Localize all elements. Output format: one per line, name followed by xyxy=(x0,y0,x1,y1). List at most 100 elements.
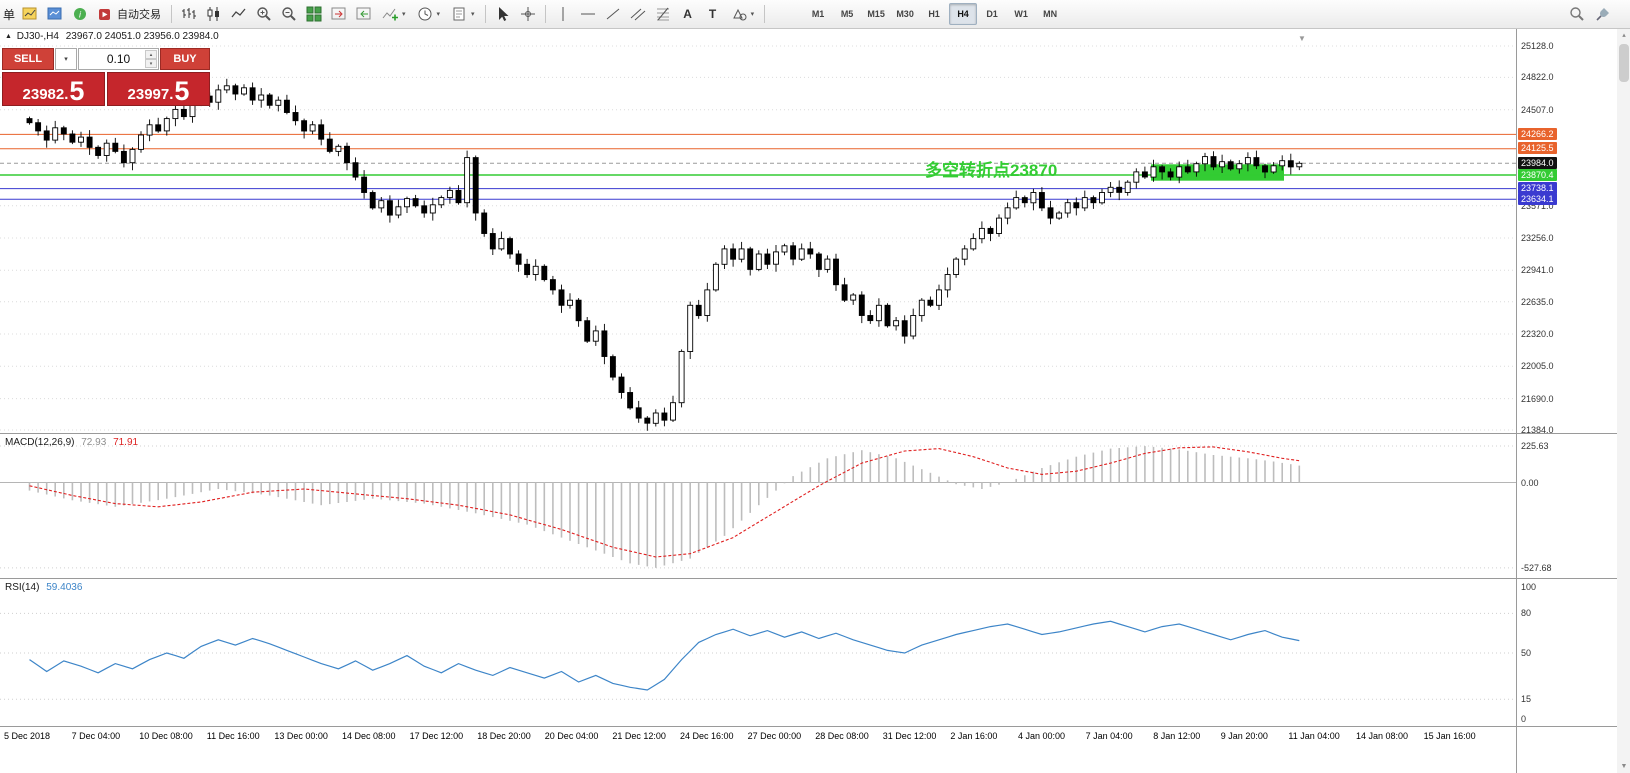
indicators-button[interactable]: ▾ xyxy=(377,2,411,26)
macd-header: MACD(12,26,9) 72.93 71.91 xyxy=(5,437,138,448)
macd-axis-label: -527.68 xyxy=(1521,562,1552,573)
bottom-strip xyxy=(0,746,1616,773)
shapes-icon xyxy=(732,8,747,21)
channel-tool-icon[interactable] xyxy=(626,2,650,26)
search-icon[interactable] xyxy=(1565,2,1589,26)
sell-button[interactable]: SELL xyxy=(2,48,54,70)
price-axis[interactable]: 25128.0 24822.0 24507.0 23571.0 23256.0 22941… xyxy=(1516,28,1617,773)
text-tool-icon[interactable]: A xyxy=(683,7,692,21)
tile-windows-icon[interactable] xyxy=(302,2,326,26)
timeframe-group: M1 M5 M15 M30 H1 H4 D1 W1 MN xyxy=(804,3,1064,25)
trendline-tool-icon[interactable] xyxy=(601,2,625,26)
rsi-panel[interactable]: RSI(14) 59.4036 xyxy=(0,579,1516,727)
time-axis-label: 8 Jan 12:00 xyxy=(1153,731,1201,741)
data-window-icon[interactable]: i xyxy=(68,2,92,26)
cursor-icon[interactable] xyxy=(491,2,515,26)
crosshair-icon[interactable] xyxy=(516,2,540,26)
time-axis[interactable]: 5 Dec 2018 7 Dec 04:00 10 Dec 08:00 11 Dec … xyxy=(0,727,1516,746)
symbol-header: ▲ DJ30-,H4 23967.0 24051.0 23956.0 23984… xyxy=(5,31,219,42)
new-chart-icon[interactable] xyxy=(18,2,42,26)
rsi-axis-label: 50 xyxy=(1521,648,1532,658)
spinner-down-icon[interactable]: ▾ xyxy=(145,59,157,68)
chart-workspace: ▲ DJ30-,H4 23967.0 24051.0 23956.0 23984… xyxy=(0,28,1630,773)
templates-button[interactable]: ▾ xyxy=(446,2,480,26)
chevron-down-icon: ▾ xyxy=(64,56,68,63)
shapes-tool-button[interactable]: ▾ xyxy=(726,2,760,26)
tab-timeframe-h4[interactable]: H4 xyxy=(949,3,978,25)
zoom-in-icon[interactable] xyxy=(252,2,276,26)
time-axis-label: 9 Jan 20:00 xyxy=(1220,731,1268,741)
time-axis-label: 17 Dec 12:00 xyxy=(409,731,464,741)
trade-dropdown-button[interactable]: ▾ xyxy=(55,48,77,70)
time-axis-label: 20 Dec 04:00 xyxy=(544,731,599,741)
svg-text:i: i xyxy=(79,10,82,20)
price-badge: 24125.5 xyxy=(1518,142,1557,155)
horizontal-line-tool-icon[interactable] xyxy=(576,2,600,26)
macd-panel[interactable]: MACD(12,26,9) 72.93 71.91 xyxy=(0,434,1516,579)
buy-price-block[interactable]: 23997. 5 xyxy=(107,72,210,106)
market-watch-icon[interactable] xyxy=(43,2,67,26)
tab-timeframe-m1[interactable]: M1 xyxy=(811,9,825,19)
fibonacci-tool-icon[interactable] xyxy=(651,2,675,26)
tab-timeframe-m5[interactable]: M5 xyxy=(840,9,854,19)
tab-timeframe-mn[interactable]: MN xyxy=(1043,9,1058,19)
periods-button[interactable]: ▾ xyxy=(412,2,446,26)
candlestick-chart-icon[interactable] xyxy=(202,2,226,26)
spinner-up-icon[interactable]: ▴ xyxy=(145,50,157,59)
panel-divider[interactable] xyxy=(1517,433,1617,434)
time-axis-label: 2 Jan 16:00 xyxy=(950,731,998,741)
time-axis-label: 13 Dec 00:00 xyxy=(274,731,328,741)
tab-timeframe-h1[interactable]: H1 xyxy=(928,9,940,19)
vertical-scrollbar-thumb[interactable] xyxy=(1619,44,1629,82)
panel-divider[interactable] xyxy=(1517,578,1617,579)
rsi-axis-label: 80 xyxy=(1521,608,1532,619)
line-chart-icon[interactable] xyxy=(227,2,251,26)
symbol-marker-icon: ▲ xyxy=(5,33,12,40)
rsi-header: RSI(14) 59.4036 xyxy=(5,582,82,593)
price-tick: 21690.0 xyxy=(1521,393,1554,404)
chevron-down-icon: ▾ xyxy=(471,11,475,18)
main-chart-panel[interactable]: ▲ DJ30-,H4 23967.0 24051.0 23956.0 23984… xyxy=(0,28,1516,434)
autotrading-button[interactable]: 自动交易 xyxy=(93,2,166,26)
toolbar-separator xyxy=(484,5,486,23)
toolbar-separator xyxy=(171,5,173,23)
clock-icon xyxy=(418,7,432,21)
sell-price-block[interactable]: 23982. 5 xyxy=(2,72,105,106)
vertical-line-tool-icon[interactable] xyxy=(551,2,575,26)
price-tick: 24507.0 xyxy=(1521,104,1554,115)
tab-timeframe-w1[interactable]: W1 xyxy=(1014,9,1028,19)
scrollbar-up-icon[interactable]: ▴ xyxy=(1622,32,1626,39)
symbol-ohlc: 23967.0 24051.0 23956.0 23984.0 xyxy=(65,31,219,42)
buy-button[interactable]: BUY xyxy=(160,48,210,70)
tab-timeframe-m15[interactable]: M15 xyxy=(867,9,885,19)
macd-value-signal: 71.91 xyxy=(113,437,139,448)
chart-annotation-text: 多空转折点23870 xyxy=(925,161,1058,180)
volume-input[interactable]: 0.10 ▴ ▾ xyxy=(78,48,159,70)
time-axis-label: 4 Jan 00:00 xyxy=(1018,731,1066,741)
chart-shift-marker-icon: ▼ xyxy=(1298,34,1306,43)
tab-timeframe-d1[interactable]: D1 xyxy=(986,9,998,19)
new-order-button[interactable]: 单 xyxy=(3,7,16,22)
bar-chart-icon[interactable] xyxy=(177,2,201,26)
label-tool-icon[interactable]: T xyxy=(708,7,717,21)
volume-spinner[interactable]: ▴ ▾ xyxy=(145,50,157,68)
macd-chart[interactable] xyxy=(0,434,1516,578)
time-axis-label: 7 Dec 04:00 xyxy=(71,731,121,741)
price-badge: 23634.1 xyxy=(1518,192,1557,205)
time-axis-label: 28 Dec 08:00 xyxy=(815,731,869,741)
auto-scroll-icon[interactable] xyxy=(352,2,376,26)
vertical-scrollbar[interactable]: ▴ ▼ xyxy=(1616,28,1630,773)
tab-timeframe-m30[interactable]: M30 xyxy=(896,9,914,19)
time-axis-label: 14 Dec 08:00 xyxy=(342,731,396,741)
chart-shift-icon[interactable] xyxy=(327,2,351,26)
rsi-chart[interactable] xyxy=(0,579,1516,726)
price-tick: 24822.0 xyxy=(1521,72,1554,83)
connection-icon[interactable] xyxy=(1591,2,1615,26)
macd-axis-label: 225.63 xyxy=(1521,441,1549,451)
price-badge: 23984.0 xyxy=(1518,156,1557,169)
candlestick-chart[interactable] xyxy=(0,28,1516,433)
zoom-out-icon[interactable] xyxy=(277,2,301,26)
time-axis-label: 10 Dec 08:00 xyxy=(139,731,193,741)
scrollbar-down-icon[interactable]: ▼ xyxy=(1620,763,1628,770)
